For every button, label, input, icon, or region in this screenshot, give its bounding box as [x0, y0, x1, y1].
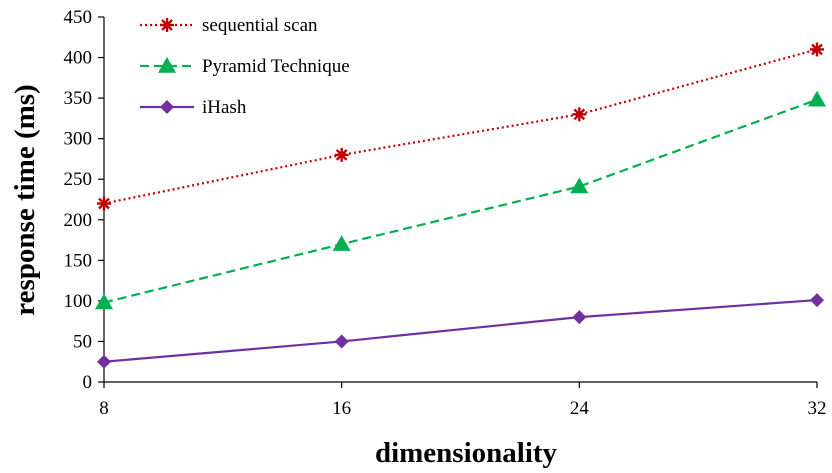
x-tick-label: 32: [808, 398, 827, 419]
tick-labels: 0 50 100 150 200 250 300 350 400 450 8 16 24 32: [64, 7, 827, 419]
series-line: [103, 48, 818, 205]
y-axis-title: response time (ms): [9, 84, 41, 315]
x-tick-label: 8: [99, 398, 109, 419]
data-point: [810, 293, 824, 308]
x-axis-title: dimensionality: [375, 437, 558, 469]
y-tick-label: 450: [64, 7, 93, 28]
data-point: [334, 334, 349, 349]
data-point: [97, 196, 111, 211]
legend-item: sequential scan: [140, 15, 318, 36]
data-point: [332, 235, 351, 251]
asterisk-stroke: [335, 149, 348, 161]
legend-item: Pyramid Technique: [140, 56, 350, 77]
data-point: [808, 90, 826, 107]
y-tick-label: 300: [64, 129, 93, 150]
asterisk-stroke: [98, 197, 110, 210]
data-point: [160, 100, 174, 114]
series-sequential-scan: [97, 42, 824, 211]
y-tick-label: 350: [64, 88, 93, 109]
legend-label: sequential scan: [202, 15, 318, 36]
y-tick-label: 250: [64, 169, 93, 190]
y-tick-label: 0: [83, 372, 93, 393]
y-tick-label: 100: [64, 291, 93, 312]
y-tick-label: 150: [64, 250, 93, 271]
series-ihash: [97, 293, 824, 369]
data-point: [570, 177, 589, 194]
asterisk-stroke: [573, 108, 586, 121]
legend-item: iHash: [140, 97, 247, 118]
series-line: [103, 298, 818, 363]
data-point: [810, 42, 824, 57]
data-point: [572, 107, 587, 122]
data-point: [95, 293, 113, 310]
series-group: [95, 42, 826, 369]
data-point: [97, 354, 111, 369]
x-tick-label: 24: [570, 398, 590, 419]
x-tick-label: 16: [332, 398, 351, 419]
legend: sequential scan Pyramid Technique iHash: [140, 15, 350, 118]
y-tick-label: 400: [64, 48, 93, 69]
data-point: [160, 18, 174, 32]
data-point: [572, 310, 587, 325]
y-tick-label: 200: [64, 210, 93, 231]
legend-label: iHash: [202, 97, 247, 118]
series-line: [103, 98, 818, 304]
asterisk-stroke: [811, 43, 823, 56]
y-tick-label: 50: [73, 331, 92, 352]
data-point: [158, 57, 176, 73]
legend-label: Pyramid Technique: [202, 56, 350, 77]
data-point: [334, 147, 349, 162]
series-pyramid-technique: [95, 90, 826, 310]
asterisk-stroke: [161, 19, 173, 31]
